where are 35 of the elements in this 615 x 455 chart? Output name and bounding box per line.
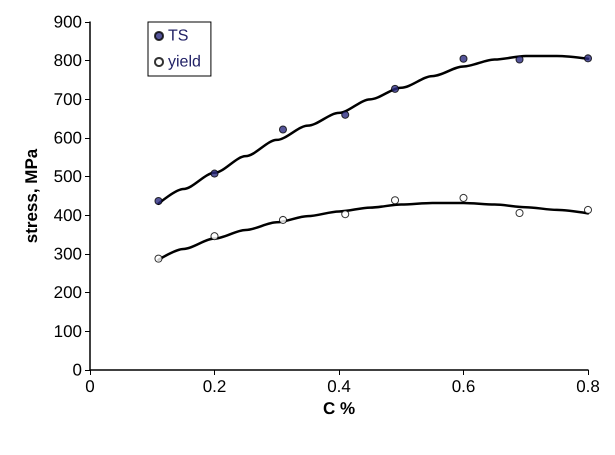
- point: [210, 232, 218, 240]
- y-tick-label: 800: [54, 51, 82, 70]
- x-tick-label: 0.6: [452, 377, 476, 396]
- point: [516, 56, 524, 64]
- y-tick-label: 200: [54, 283, 82, 302]
- legend-label: yield: [168, 54, 201, 70]
- point: [278, 125, 287, 134]
- y-tick-label: 500: [54, 167, 82, 186]
- point: [584, 54, 592, 62]
- point: [460, 54, 468, 63]
- y-tick-label: 600: [54, 128, 82, 148]
- y-tick-label: 0: [72, 360, 82, 380]
- x-tick-label: 0.8: [576, 377, 600, 396]
- x-tick-label: 0.2: [202, 377, 226, 396]
- x-axis-title: C %: [322, 399, 356, 418]
- x-tick-label: 0.4: [327, 377, 351, 396]
- y-tick-label: 700: [54, 90, 82, 109]
- y-tick-label: 300: [54, 244, 82, 264]
- point: [391, 84, 400, 93]
- point: [210, 170, 218, 178]
- y-tick-label: 100: [54, 322, 82, 341]
- point: [391, 196, 400, 204]
- point: [584, 206, 592, 214]
- x-tick-label: 0: [85, 377, 95, 396]
- point: [278, 216, 287, 224]
- point: [460, 194, 468, 202]
- point: [154, 254, 162, 263]
- point: [341, 210, 350, 218]
- legend-label: TS: [168, 28, 188, 44]
- point: [154, 197, 162, 206]
- point: [516, 209, 524, 218]
- point: [341, 110, 350, 119]
- y-axis-title: stress, MPa: [22, 148, 41, 244]
- y-tick-label: 400: [54, 206, 82, 225]
- y-tick-label: 900: [54, 12, 82, 32]
